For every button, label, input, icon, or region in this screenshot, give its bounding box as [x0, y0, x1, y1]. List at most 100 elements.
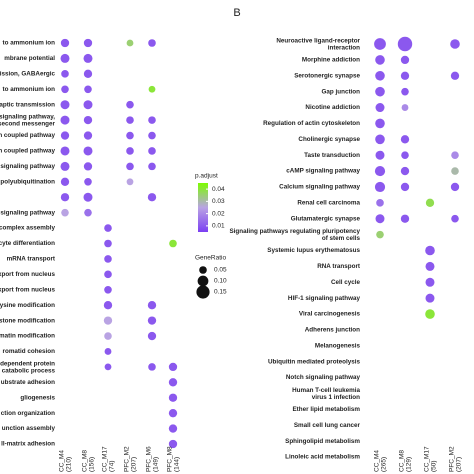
x-tick-label: (50): [431, 460, 438, 472]
y-tick-label: Regulation of actin cytoskeleton: [263, 120, 360, 127]
dot: [126, 162, 134, 171]
dot: [375, 134, 385, 145]
dot: [126, 131, 134, 140]
size-key: [199, 266, 207, 274]
dot: [425, 277, 435, 287]
y-tick-label: ction organization: [1, 410, 55, 417]
y-tick-label: unction assembly: [2, 425, 56, 432]
y-tick-label: signaling pathway: [0, 163, 55, 170]
x-tick-label-group: PFC_M6 (149): [146, 446, 160, 472]
x-tick-label-group: PFC_M2 (207): [124, 446, 138, 472]
dot: [400, 214, 410, 223]
dot: [61, 208, 69, 217]
y-tick-label: aptic transmission: [0, 101, 55, 108]
dot: [147, 301, 157, 310]
x-tick-label: PFC_M2: [124, 446, 131, 472]
dot: [148, 131, 156, 140]
dot: [375, 70, 385, 81]
dot: [83, 162, 93, 171]
y-tick-label: ll-matrix adhesion: [1, 441, 55, 448]
dot: [425, 198, 435, 208]
y-tick-label: Systemic lupus erythematosus: [267, 247, 360, 254]
dot: [451, 167, 459, 175]
dot: [104, 332, 112, 340]
dot: [60, 177, 70, 186]
y-tick-label: xport from nucleus: [0, 271, 55, 278]
x-tick-label: (210): [66, 457, 73, 472]
colorbar: [198, 183, 208, 232]
size-key: [196, 285, 210, 299]
y-tick-label: Linoleic acid metabolism: [285, 454, 360, 461]
x-tick-label: (74): [109, 460, 116, 472]
y-tick-label: complex assembly: [0, 225, 55, 232]
dot: [83, 115, 93, 125]
dot: [83, 192, 93, 202]
dot: [104, 348, 112, 355]
x-tick-label: PFC_M8: [167, 446, 174, 472]
dot: [103, 316, 113, 325]
size-key: [197, 275, 209, 287]
size-key-label: 0.10: [214, 278, 227, 285]
y-tick-label: Cell cycle: [331, 279, 361, 286]
dot: [401, 151, 409, 159]
dot: [83, 53, 93, 63]
x-tick-label-group: CC_M17 (50): [424, 446, 438, 472]
dot: [376, 199, 384, 207]
y-tick-label: gliogenesis: [20, 394, 55, 401]
dot: [83, 38, 93, 48]
dot: [84, 208, 92, 217]
dot: [60, 161, 70, 171]
y-tick-label: dependent protein catabolic process: [0, 360, 55, 374]
dot: [425, 261, 435, 271]
y-tick-label: Glutamatergic synapse: [291, 215, 361, 222]
dot: [83, 100, 93, 110]
dot: [126, 100, 134, 109]
y-tick-label: Notch signaling pathway: [286, 374, 361, 381]
dot: [375, 55, 385, 65]
dot: [84, 85, 92, 94]
y-tick-label: Serotonergic synapse: [294, 72, 360, 79]
y-tick-label: Melanogenesis: [315, 342, 361, 349]
dot: [126, 178, 134, 186]
y-tick-label: Signaling pathways regulating pluripoten…: [229, 228, 360, 242]
y-tick-label: Sphingolipid metabolism: [285, 438, 360, 445]
x-tick-label: (144): [174, 457, 181, 472]
legend-title: p.adjust: [195, 173, 218, 180]
y-tick-label: Renal cell carcinoma: [297, 200, 360, 207]
x-tick-label: (129): [406, 457, 413, 472]
dot: [397, 36, 413, 52]
y-tick-label: matin modification: [0, 333, 55, 340]
dot: [60, 146, 70, 156]
y-tick-label: Ether lipid metabolism: [292, 406, 360, 413]
dot: [148, 116, 156, 124]
y-tick-label: Taste transduction: [304, 152, 360, 159]
dot: [450, 71, 460, 80]
y-tick-label: RNA transport: [317, 263, 361, 270]
dot: [425, 293, 435, 303]
dot: [451, 214, 459, 223]
panel-label: B: [233, 7, 240, 19]
colorbar-tick-label: 0.04: [212, 186, 225, 193]
dot: [451, 151, 459, 159]
dot: [104, 224, 112, 232]
dot: [374, 38, 386, 50]
y-tick-label: mbrane potential: [4, 55, 55, 62]
y-tick-label: Gap junction: [322, 88, 361, 95]
y-tick-label: to ammonium ion: [3, 86, 56, 93]
dot: [60, 131, 70, 140]
dot: [168, 439, 178, 449]
dot: [84, 178, 92, 186]
colorbar-tick-label: 0.03: [212, 198, 225, 205]
x-tick-label-group: CC_M4 (265): [374, 450, 388, 472]
dot: [60, 100, 70, 110]
y-tick-label: Cholinergic synapse: [298, 136, 360, 143]
legend-title: GeneRatio: [195, 255, 226, 262]
dot: [400, 55, 410, 65]
dot: [147, 193, 157, 202]
x-tick-label: (207): [131, 457, 138, 472]
dot: [374, 165, 386, 177]
x-tick-label-group: CC_M8 (129): [399, 450, 413, 472]
dot: [400, 135, 410, 144]
dot: [168, 378, 178, 387]
dot: [375, 103, 385, 113]
